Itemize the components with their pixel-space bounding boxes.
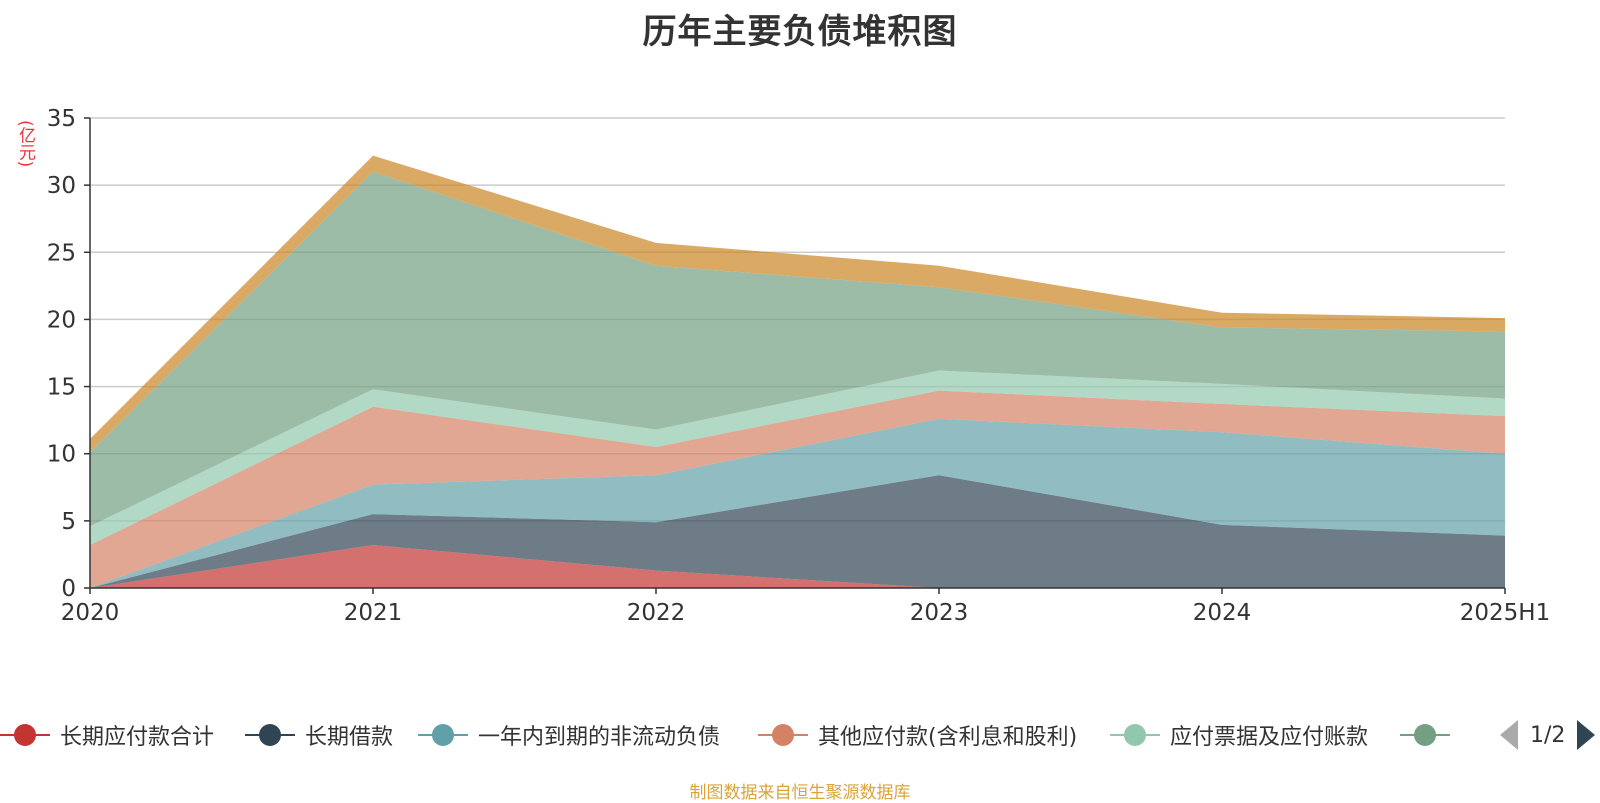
x-tick-label-5: 2025H1: [1460, 600, 1550, 626]
y-tick-label-2: 10: [47, 442, 76, 468]
y-axis-unit-label: (亿元): [15, 120, 35, 168]
legend-marker-icon: [1110, 715, 1160, 755]
y-tick-label-6: 30: [47, 173, 76, 199]
area-series-2: [90, 418, 1505, 588]
x-tick-label-2: 2022: [627, 600, 686, 626]
y-tick-label-1: 5: [61, 509, 76, 535]
legend-marker-icon: [418, 715, 468, 755]
page-indicator: 1/2: [1530, 722, 1566, 748]
legend-label: 应付票据及应付账款: [1170, 725, 1369, 750]
x-tick-label-0: 2020: [61, 600, 120, 626]
area-series-3: [90, 390, 1505, 588]
legend: 长期应付款合计 长期借款 一年内到期的非流动负债 其他应付款(含利息和股利) 应付票据及…: [0, 715, 1600, 755]
y-tick-label-7: 35: [47, 106, 76, 132]
y-tick-label-0: 0: [61, 576, 76, 602]
area-series-1: [90, 475, 1505, 588]
legend-item-3[interactable]: 其他应付款(含利息和股利): [758, 715, 1077, 755]
legend-marker-icon: [758, 715, 808, 755]
prev-page-icon[interactable]: [1500, 720, 1518, 750]
y-tick-label-5: 25: [47, 240, 76, 266]
legend-marker-icon: [1400, 715, 1450, 755]
y-tick-label-3: 15: [47, 375, 76, 401]
legend-item-2[interactable]: 一年内到期的非流动负债: [418, 715, 720, 755]
x-tick-label-4: 2024: [1193, 600, 1252, 626]
area-series-0: [90, 545, 1505, 588]
y-tick-label-4: 20: [47, 307, 76, 333]
legend-label: 长期借款: [305, 725, 394, 750]
area-series-4: [90, 370, 1505, 546]
x-tick-labels: 2020 2021 2022 2023 2024 2025H1: [61, 600, 1551, 626]
legend-marker-icon: [245, 715, 295, 755]
area-series-5: [90, 171, 1505, 527]
next-page-icon[interactable]: [1577, 720, 1596, 750]
x-tick-label-3: 2023: [910, 600, 969, 626]
legend-item-1[interactable]: 长期借款: [245, 715, 393, 755]
legend-marker-icon: [0, 715, 50, 755]
legend-item-5[interactable]: [1400, 715, 1450, 755]
legend-label: 长期应付款合计: [60, 725, 215, 750]
legend-label: 其他应付款(含利息和股利): [818, 725, 1078, 750]
stacked-area-chart: 0 5 10 15 20 25 30 35 2020 2021 2022 2023 2024 2025H…: [47, 106, 1551, 626]
legend-item-4[interactable]: 应付票据及应付账款: [1110, 715, 1368, 755]
axes: [84, 117, 1506, 594]
legend-item-0[interactable]: 长期应付款合计: [0, 715, 214, 755]
y-tick-labels: 0 5 10 15 20 25 30 35: [47, 106, 76, 602]
legend-label: 一年内到期的非流动负债: [478, 725, 721, 750]
area-series: [90, 155, 1505, 588]
x-tick-label-1: 2021: [344, 600, 403, 626]
data-source-note: 制图数据来自恒生聚源数据库: [689, 783, 911, 803]
legend-pager: 1/2: [1500, 715, 1596, 755]
chart-title: 历年主要负债堆积图: [642, 12, 958, 52]
